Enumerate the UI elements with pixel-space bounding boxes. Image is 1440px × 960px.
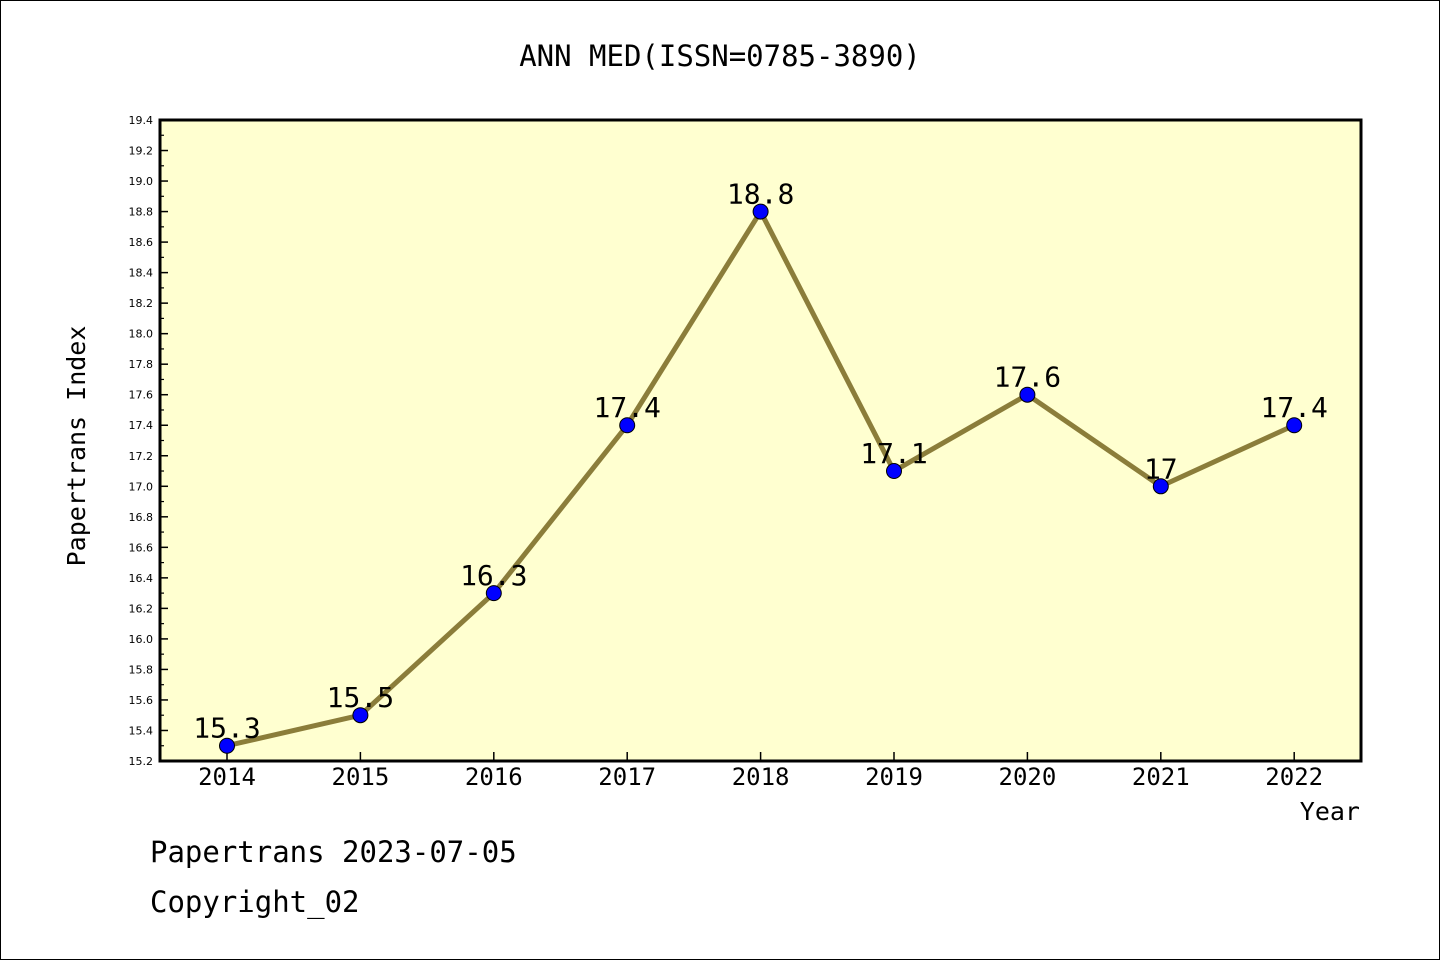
y-tick-label: 15.8 xyxy=(129,663,154,676)
y-tick-label: 16.8 xyxy=(129,511,154,524)
x-tick-label: 2020 xyxy=(999,763,1057,791)
x-axis-label: Year xyxy=(1300,797,1360,826)
y-tick-label: 17.8 xyxy=(129,358,154,371)
y-tick-label: 16.4 xyxy=(129,572,154,585)
y-tick-label: 16.6 xyxy=(129,541,154,554)
x-tick-label: 2014 xyxy=(198,763,256,791)
y-tick-label: 18.0 xyxy=(129,328,154,341)
data-labels: 15.3 15.5 16.3 17.4 18.8 17.1 17.6 17 17.4 xyxy=(193,178,1328,745)
y-tick-label: 15.2 xyxy=(129,755,154,768)
data-label: 16.3 xyxy=(460,559,527,592)
data-point xyxy=(1019,386,1036,403)
data-point xyxy=(1152,478,1169,495)
y-axis-ticks: 15.2 15.4 15.6 15.8 16.0 16.2 16.4 16.6 16.8 17.0… xyxy=(129,114,168,768)
data-point xyxy=(752,203,769,220)
data-points xyxy=(219,203,1303,754)
y-tick-label: 15.6 xyxy=(129,694,154,707)
data-label: 17.4 xyxy=(593,391,660,424)
y-tick-label: 19.4 xyxy=(129,114,154,127)
data-label: 17 xyxy=(1144,452,1178,485)
footer-date: Papertrans 2023-07-05 xyxy=(150,835,517,869)
data-point xyxy=(1286,417,1303,434)
data-point xyxy=(352,707,369,724)
x-axis-ticks: 2014 2015 2016 2017 2018 2019 2020 2021 2022 xyxy=(198,752,1323,791)
data-point xyxy=(219,737,235,754)
y-tick-label: 17.6 xyxy=(129,389,154,402)
y-tick-label: 17.0 xyxy=(129,480,154,493)
y-tick-label: 16.2 xyxy=(129,602,154,615)
x-tick-label: 2015 xyxy=(332,763,390,791)
x-tick-label: 2016 xyxy=(465,763,523,791)
data-point xyxy=(485,585,502,602)
y-tick-label: 17.4 xyxy=(129,419,154,432)
y-tick-label: 18.6 xyxy=(129,236,154,249)
x-tick-label: 2019 xyxy=(865,763,923,791)
data-point xyxy=(886,463,902,480)
data-label: 15.5 xyxy=(327,681,394,714)
data-label: 17.4 xyxy=(1260,391,1327,424)
x-tick-label: 2021 xyxy=(1132,763,1190,791)
data-label: 15.3 xyxy=(193,712,260,745)
x-tick-label: 2018 xyxy=(732,763,790,791)
y-tick-label: 15.4 xyxy=(129,724,154,737)
y-tick-label: 18.8 xyxy=(129,206,154,219)
data-point xyxy=(619,417,636,434)
data-label: 17.1 xyxy=(860,437,927,470)
y-tick-label: 19.0 xyxy=(129,175,154,188)
x-tick-label: 2022 xyxy=(1265,763,1323,791)
footer-copyright: Copyright_02 xyxy=(150,885,360,919)
data-label: 17.6 xyxy=(994,361,1061,394)
y-axis-label: Papertrans Index xyxy=(62,326,91,567)
data-label: 18.8 xyxy=(727,178,794,211)
plot-area xyxy=(158,118,1363,763)
y-tick-label: 19.2 xyxy=(129,145,154,158)
y-tick-label: 18.4 xyxy=(129,267,154,280)
chart-title: ANN MED(ISSN=0785-3890) xyxy=(519,39,921,73)
y-tick-label: 17.2 xyxy=(129,450,154,463)
y-tick-label: 18.2 xyxy=(129,297,154,310)
y-tick-label: 16.0 xyxy=(129,633,154,646)
x-tick-label: 2017 xyxy=(598,763,656,791)
